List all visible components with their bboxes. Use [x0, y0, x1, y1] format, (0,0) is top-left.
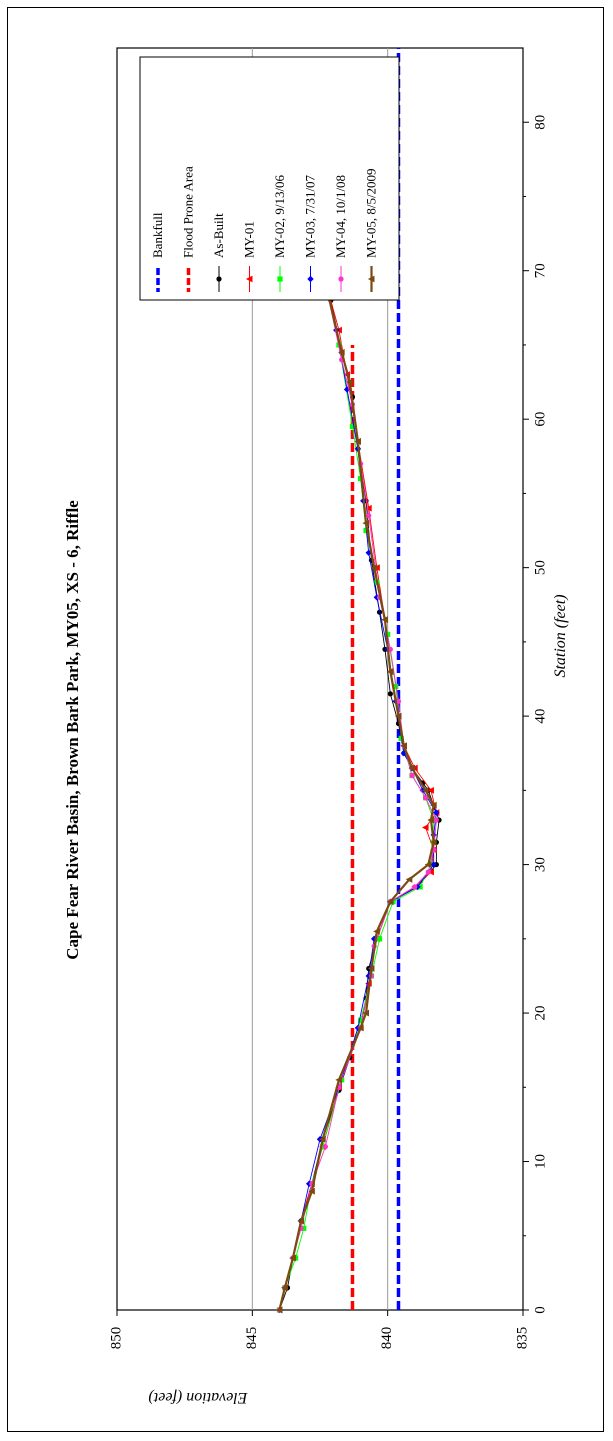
data-point: [430, 838, 437, 846]
data-point: [386, 668, 394, 675]
legend-entry-0: Bankfull: [150, 212, 165, 292]
data-point: [358, 1017, 364, 1024]
y-tick-label-850: 850: [108, 1327, 124, 1350]
legend-label-6: MY-04, 10/1/08: [333, 175, 348, 258]
data-point: [425, 869, 431, 875]
legend: Bankfull Flood Prone Area As-Built MY-01 MY-…: [139, 56, 400, 301]
data-point: [400, 750, 408, 757]
data-point: [409, 772, 415, 779]
data-point: [367, 965, 375, 972]
data-point: [430, 801, 437, 809]
data-point: [349, 424, 356, 430]
data-point: [338, 348, 345, 356]
data-point: [289, 1254, 296, 1262]
data-point: [362, 1009, 370, 1017]
data-point: [421, 824, 429, 831]
data-point: [387, 691, 393, 697]
chart-title: Cape Fear River Basin, Brown Bark Park, …: [63, 500, 82, 960]
title-layer: Cape Fear River Basin, Brown Bark Park, …: [63, 500, 569, 1406]
data-point: [301, 1225, 307, 1231]
legend-label-4: MY-02, 9/13/06: [272, 174, 287, 258]
legend-entry-7: MY-05, 8/5/2009: [363, 168, 378, 292]
x-axis-label: Station (feet): [552, 594, 569, 677]
x-tick-label-60: 60: [532, 412, 548, 427]
legend-label-2: As-Built: [211, 213, 226, 258]
data-point: [362, 519, 370, 527]
data-point: [357, 1024, 364, 1032]
legend-entry-1: Flood Prone Area: [180, 166, 195, 292]
data-point: [376, 936, 383, 942]
data-point: [281, 1284, 288, 1292]
y-tick-label-835: 835: [514, 1327, 530, 1350]
legend-marker-3: [245, 275, 253, 283]
data-point: [365, 504, 372, 512]
data-point: [395, 698, 402, 704]
x-tick-label-80: 80: [532, 115, 548, 130]
legend-marker-4: [277, 276, 283, 282]
legend-marker-6: [338, 276, 344, 282]
legend-label-5: MY-03, 7/31/07: [302, 174, 317, 258]
x-tick-label-10: 10: [532, 1154, 548, 1169]
legend-label-7: MY-05, 8/5/2009: [363, 168, 378, 258]
y-axis-label: Elevation (feet): [148, 1389, 248, 1406]
x-tick-label-20: 20: [532, 1006, 548, 1021]
data-point: [430, 861, 437, 868]
chart-frame: [7, 7, 604, 1432]
legend-entry-4: MY-02, 9/13/06: [272, 174, 287, 292]
legend-entry-6: MY-04, 10/1/08: [333, 175, 348, 292]
y-tick-label-840: 840: [379, 1327, 395, 1350]
data-point: [275, 1306, 283, 1314]
data-point: [319, 1135, 326, 1143]
legend-box: [139, 56, 400, 301]
legend-marker-5: [307, 275, 314, 283]
data-point: [320, 1144, 326, 1150]
data-point: [373, 928, 380, 935]
data-point: [414, 883, 421, 891]
legend-label-1: Flood Prone Area: [180, 166, 195, 258]
data-point: [394, 712, 402, 720]
data-point: [308, 1187, 315, 1195]
legend-label-3: MY-01: [241, 221, 256, 258]
data-point: [322, 1144, 329, 1150]
axes-layer: 0 10 20 30 40 50 60 70 80 835 840 845 850: [108, 115, 548, 1350]
data-point: [424, 861, 432, 868]
data-point: [400, 742, 407, 750]
data-point: [433, 809, 440, 816]
x-tick-label-50: 50: [532, 560, 548, 575]
data-point: [366, 513, 372, 519]
legend-entry-5: MY-03, 7/31/07: [302, 174, 317, 292]
x-tick-label-0: 0: [532, 1306, 548, 1314]
y-tick-label-845: 845: [244, 1327, 260, 1350]
data-point: [297, 1217, 305, 1225]
series-layer: [275, 48, 442, 1314]
data-point: [408, 764, 416, 772]
legend-entry-3: MY-01: [241, 221, 256, 292]
data-point: [354, 438, 361, 445]
data-point: [405, 876, 413, 883]
x-tick-label-40: 40: [532, 709, 548, 724]
data-point: [381, 616, 388, 624]
data-point: [421, 786, 429, 794]
x-tick-label-70: 70: [532, 263, 548, 278]
data-point: [386, 898, 394, 906]
data-point: [370, 564, 378, 572]
data-point: [433, 817, 439, 823]
data-point: [422, 795, 429, 801]
data-point: [335, 1076, 342, 1084]
x-tick-label-30: 30: [532, 857, 548, 872]
legend-label-0: Bankfull: [150, 212, 165, 258]
data-point: [370, 935, 378, 943]
data-point: [346, 378, 353, 386]
legend-marker-2: [216, 276, 222, 282]
data-point: [412, 884, 418, 890]
data-point: [427, 816, 434, 824]
legend-marker-7: [367, 275, 375, 283]
data-point: [365, 549, 372, 556]
legend-entry-2: As-Built: [211, 213, 226, 292]
series-7: [275, 267, 437, 1314]
data-point: [427, 786, 434, 794]
